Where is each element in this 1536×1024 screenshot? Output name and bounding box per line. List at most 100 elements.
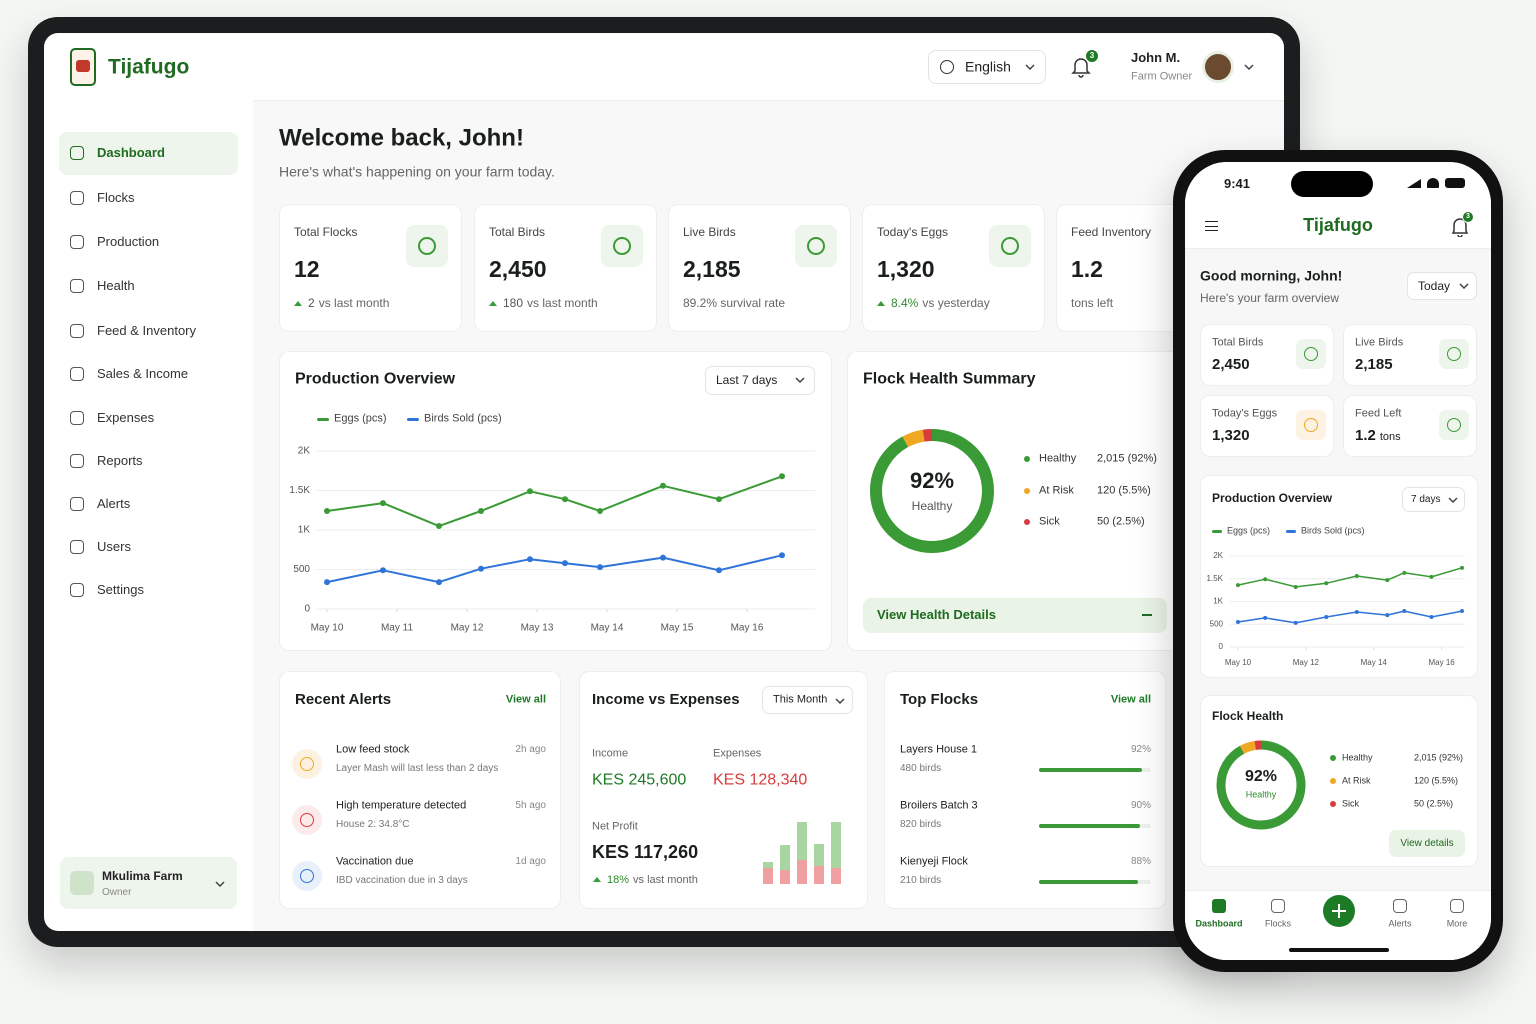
data-point xyxy=(527,556,533,563)
data-point xyxy=(1354,574,1359,579)
flock-name: Kienyeji Flock xyxy=(900,855,968,868)
legend-dot xyxy=(1330,801,1336,807)
nav-item[interactable]: Production xyxy=(97,234,160,250)
nav-item[interactable]: Flocks xyxy=(97,190,135,206)
data-point xyxy=(1385,578,1390,583)
net-trend: 18% vs last month xyxy=(593,874,698,886)
x-tick-label: May 10 xyxy=(311,623,344,634)
tab-icon xyxy=(1450,899,1464,913)
stat-unit: tons xyxy=(1379,431,1401,443)
income-bar xyxy=(814,844,824,866)
data-point xyxy=(324,579,330,586)
card-title: Income vs Expenses xyxy=(592,691,740,708)
filter-label: This Month xyxy=(773,693,828,706)
tab-label[interactable]: Flocks xyxy=(1264,918,1292,929)
alerts-card xyxy=(279,671,561,909)
data-point xyxy=(380,500,386,507)
notification-count: 3 xyxy=(1089,51,1095,61)
alert-detail: Layer Mash will last less than 2 days xyxy=(336,763,499,774)
nav-item[interactable]: Expenses xyxy=(97,410,155,426)
data-point xyxy=(436,523,442,530)
data-point xyxy=(716,496,722,503)
chart-layer: 0 500 1K 1.5K 2K May 10 May 11 May 12 May 13 May … xyxy=(289,429,994,884)
donut-center-label: Healthy xyxy=(1246,789,1277,799)
expense-bar xyxy=(814,866,824,884)
chevron-line xyxy=(1448,497,1458,503)
chevron-line xyxy=(215,881,225,887)
y-tick-label: 0 xyxy=(1219,642,1224,651)
donut-center-label: Healthy xyxy=(912,499,953,513)
icon xyxy=(70,146,84,160)
nav-item[interactable]: Settings xyxy=(97,582,144,598)
notification-count: 3 xyxy=(1466,212,1470,220)
stat-value: 1,320 xyxy=(1212,427,1250,445)
x-tick-label: May 10 xyxy=(1225,658,1252,667)
tablet-screen: Tijafugo English 3 John M. Farm Owner Dashboa… xyxy=(44,33,1284,931)
nav-item[interactable]: Sales & Income xyxy=(97,366,189,382)
user-role: Farm Owner xyxy=(1131,70,1193,83)
tab-label[interactable]: Alerts xyxy=(1388,918,1412,929)
net-value: KES 117,260 xyxy=(592,842,699,863)
nav-item[interactable]: Feed & Inventory xyxy=(97,323,196,339)
nav-item[interactable]: Alerts xyxy=(97,496,131,512)
data-point xyxy=(660,554,666,561)
stat-value: 2,450 xyxy=(1212,356,1250,374)
stat-value-number: 1.2 xyxy=(1355,427,1376,444)
flock-name: Broilers Batch 3 xyxy=(900,799,978,812)
expense-bar xyxy=(780,870,790,884)
line-series xyxy=(1237,567,1463,588)
income-bar xyxy=(797,822,807,860)
nav-item[interactable]: Health xyxy=(97,278,135,294)
view-all-link[interactable]: View all xyxy=(1110,693,1151,706)
y-tick-label: 500 xyxy=(293,564,310,575)
card-title: Production Overview xyxy=(1212,490,1333,505)
data-point xyxy=(562,560,568,567)
net-trend-value: 18% xyxy=(607,874,630,886)
stat-note-text: vs last month xyxy=(318,296,390,310)
farm-name: Mkulima Farm xyxy=(102,868,183,883)
stat-trend: 2 xyxy=(308,296,315,310)
chevron-icon xyxy=(1244,64,1254,70)
alert-time: 5h ago xyxy=(515,800,546,811)
welcome-subtitle: Here's what's happening on your farm tod… xyxy=(279,163,555,180)
language-selector[interactable] xyxy=(928,50,1046,84)
data-point xyxy=(1236,583,1240,588)
donut-center-value: 92% xyxy=(1245,768,1277,785)
health-button[interactable] xyxy=(863,598,1167,633)
data-point xyxy=(660,482,666,489)
view-all-link[interactable]: View all xyxy=(505,693,546,706)
notification-badge xyxy=(1462,211,1474,223)
nav-item[interactable]: Reports xyxy=(97,453,143,469)
health-count: 120 (5.5%) xyxy=(1414,775,1459,786)
stat-value: 2,185 xyxy=(1355,356,1393,374)
data-point xyxy=(1460,609,1464,614)
nav-item[interactable]: Dashboard xyxy=(97,145,165,161)
data-point xyxy=(478,565,484,572)
tab-label[interactable]: Dashboard xyxy=(1195,918,1243,929)
stat-value: 2,185 xyxy=(683,256,741,283)
stat-trend: 8.4% xyxy=(891,296,919,310)
home-indicator xyxy=(1289,948,1389,952)
alert-icon xyxy=(300,813,314,827)
data-point xyxy=(597,564,603,571)
dynamic-island xyxy=(1291,171,1373,197)
x-tick-label: May 15 xyxy=(661,623,694,634)
trend-arrow xyxy=(593,877,601,882)
x-tick-label: May 16 xyxy=(1429,658,1456,667)
stat-card card xyxy=(668,204,851,332)
top-flocks-card xyxy=(884,671,1166,909)
legend-label: Birds Sold (pcs) xyxy=(1301,525,1365,536)
stat-note-text: vs yesterday xyxy=(922,296,990,310)
nav-item[interactable]: Users xyxy=(97,539,131,555)
chart-layer: 0 500 1K 1.5K 2K May 10 May 12 May 14 May 16 92% H… xyxy=(1207,551,1465,830)
data-point xyxy=(1460,565,1464,570)
health-button[interactable] xyxy=(1389,830,1465,857)
progress-bar xyxy=(1039,768,1143,772)
bell-icon[interactable] xyxy=(1071,56,1091,78)
data-point xyxy=(1385,613,1390,618)
stat-icon xyxy=(418,237,436,255)
filter-pill[interactable] xyxy=(705,366,815,395)
tab-label[interactable]: More xyxy=(1446,918,1468,929)
flock-score: 92% xyxy=(1130,744,1151,755)
alert-title: Low feed stock xyxy=(336,743,410,756)
